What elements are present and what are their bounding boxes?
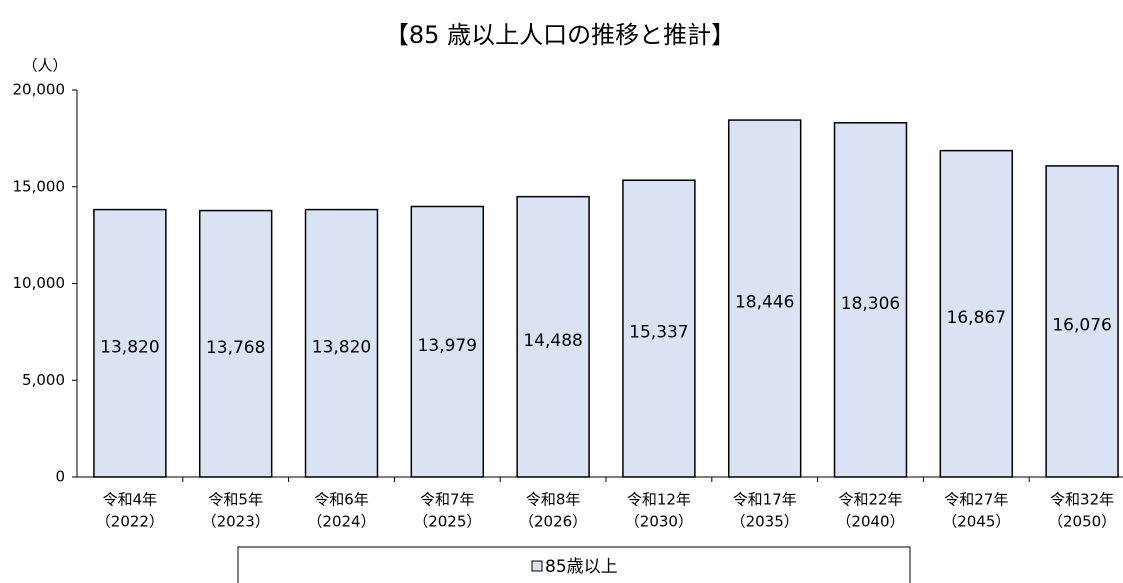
legend-box xyxy=(237,546,911,583)
x-tick-label: 令和6年 xyxy=(314,491,369,509)
x-tick-label: （2030） xyxy=(625,513,693,531)
x-tick-label: 令和4年 xyxy=(103,491,158,509)
data-label: 14,488 xyxy=(523,331,582,351)
x-tick-label: 令和32年 xyxy=(1050,491,1114,509)
data-label: 18,446 xyxy=(735,293,794,313)
x-tick-label: （2045） xyxy=(942,513,1010,531)
bar xyxy=(516,195,590,478)
x-tick-label: 令和5年 xyxy=(208,491,263,509)
chart-title: 【85 歳以上人口の推移と推計】 xyxy=(385,21,735,49)
x-tick-label: （2025） xyxy=(413,513,481,531)
bar xyxy=(622,179,696,478)
x-tick-label: （2040） xyxy=(836,513,904,531)
x-tick-label: 令和12年 xyxy=(627,491,691,509)
legend-marker xyxy=(531,560,543,572)
y-axis-label: （人） xyxy=(22,57,67,75)
data-label: 16,867 xyxy=(947,308,1006,328)
data-label: 13,979 xyxy=(418,336,477,356)
bar xyxy=(833,122,908,478)
bar xyxy=(410,205,485,478)
data-label: 13,768 xyxy=(206,338,265,358)
y-tick-label: 5,000 xyxy=(22,371,65,389)
bar xyxy=(304,208,379,478)
bar xyxy=(1045,165,1119,478)
x-tick-label: （2035） xyxy=(731,513,799,531)
data-label: 15,337 xyxy=(629,323,688,343)
data-label: 13,820 xyxy=(312,337,371,357)
y-tick-label: 10,000 xyxy=(13,274,66,292)
y-tick-label: 20,000 xyxy=(13,81,66,99)
x-tick-label: 令和27年 xyxy=(944,491,1008,509)
x-tick-label: 令和7年 xyxy=(420,491,475,509)
x-tick-label: （2026） xyxy=(519,513,587,531)
data-label: 16,076 xyxy=(1052,315,1111,335)
legend-label: 85歳以上 xyxy=(545,557,618,577)
bar xyxy=(727,119,802,478)
x-tick-label: （2023） xyxy=(202,513,270,531)
x-tick-label: （2022） xyxy=(96,513,164,531)
x-tick-label: （2024） xyxy=(307,513,375,531)
x-tick-label: 令和17年 xyxy=(733,491,797,509)
x-tick-label: 令和8年 xyxy=(526,491,581,509)
x-tick-label: 令和22年 xyxy=(838,491,902,509)
data-label: 13,820 xyxy=(100,337,159,357)
y-tick-label: 0 xyxy=(55,468,65,486)
x-tick-label: （2050） xyxy=(1048,513,1116,531)
bar xyxy=(939,149,1014,478)
bar xyxy=(198,209,273,478)
y-tick-label: 15,000 xyxy=(13,177,66,195)
data-label: 18,306 xyxy=(841,294,900,314)
bar xyxy=(93,208,167,478)
